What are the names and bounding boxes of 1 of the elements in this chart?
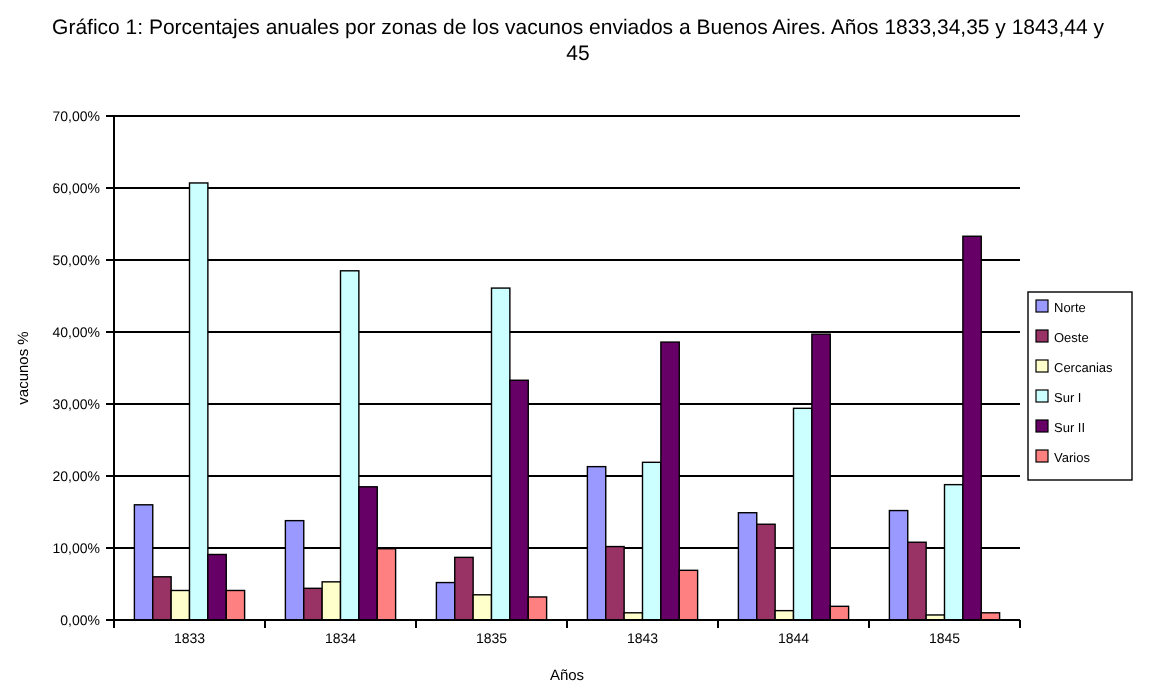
chart-title: Gráfico 1: Porcentajes anuales por zonas de los vacunos enviados a Buenos Aires. Años 1833,34,35 y 1843,44 y 45: [52, 16, 1106, 66]
